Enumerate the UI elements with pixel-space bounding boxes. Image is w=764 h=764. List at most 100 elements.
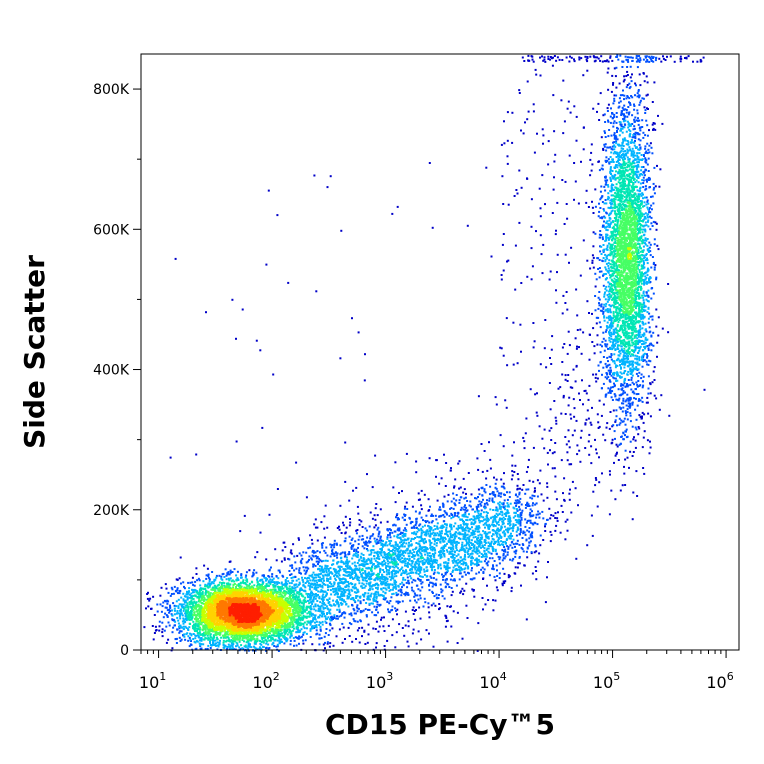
event-point <box>530 225 533 228</box>
event-point <box>613 100 616 102</box>
event-point <box>642 384 645 387</box>
event-point <box>356 529 359 531</box>
event-point <box>604 273 607 275</box>
event-point <box>502 553 505 555</box>
event-point <box>622 145 625 147</box>
event-point <box>637 433 640 436</box>
event-point <box>302 639 305 642</box>
event-point <box>616 54 619 57</box>
event-point <box>183 633 186 636</box>
event-point <box>588 433 591 436</box>
event-point <box>615 151 618 154</box>
event-point <box>402 571 405 574</box>
event-point <box>484 603 487 606</box>
event-point <box>336 527 339 529</box>
event-point <box>312 555 315 558</box>
event-point <box>501 559 504 562</box>
event-point <box>329 642 332 645</box>
event-point <box>608 331 610 334</box>
event-point <box>604 143 607 146</box>
event-point <box>427 602 430 605</box>
event-point <box>321 623 324 626</box>
event-point <box>628 406 631 409</box>
event-point <box>652 188 655 191</box>
event-point <box>608 259 611 262</box>
event-point <box>495 586 498 589</box>
event-point <box>618 101 621 104</box>
event-point <box>641 173 644 176</box>
event-point <box>444 625 447 628</box>
event-point <box>472 519 475 522</box>
event-point <box>610 90 613 93</box>
event-point <box>543 447 546 450</box>
event-point <box>319 625 322 628</box>
event-point <box>639 84 642 87</box>
event-point <box>456 515 459 517</box>
event-point <box>542 243 545 246</box>
event-point <box>468 513 470 516</box>
event-point <box>494 493 497 496</box>
event-point <box>647 349 650 351</box>
event-point <box>485 549 488 551</box>
event-point <box>445 568 448 571</box>
event-point <box>502 567 505 570</box>
event-point <box>638 73 641 76</box>
event-point <box>553 160 556 163</box>
event-point <box>404 527 407 530</box>
event-point <box>642 323 645 326</box>
event-point <box>558 58 561 61</box>
event-point <box>401 490 403 493</box>
event-point <box>394 583 397 586</box>
event-point <box>589 158 592 161</box>
event-point <box>179 617 182 620</box>
event-point <box>338 528 341 531</box>
event-point <box>596 377 599 380</box>
event-point <box>349 521 352 524</box>
event-point <box>609 388 612 391</box>
event-point <box>528 513 531 516</box>
event-point <box>604 226 606 229</box>
event-point <box>318 637 321 640</box>
event-point <box>435 597 438 600</box>
event-point <box>623 382 626 385</box>
event-point <box>420 504 423 507</box>
event-point <box>626 393 629 396</box>
event-point <box>594 285 597 288</box>
event-point <box>354 620 357 623</box>
event-point <box>457 524 460 527</box>
event-point <box>307 547 310 550</box>
event-point <box>236 570 239 573</box>
event-point <box>625 428 628 431</box>
event-point <box>646 200 649 203</box>
event-point <box>620 383 623 386</box>
event-point <box>551 212 554 214</box>
event-point <box>492 529 495 532</box>
event-point <box>461 526 464 529</box>
event-point <box>485 519 488 522</box>
event-point <box>604 439 607 442</box>
event-point <box>429 547 432 549</box>
event-point <box>287 281 290 284</box>
event-point <box>614 454 617 457</box>
event-point <box>255 571 258 574</box>
event-point <box>426 520 429 523</box>
event-point <box>389 532 391 534</box>
event-point <box>657 316 660 319</box>
event-point <box>423 533 426 536</box>
event-point <box>546 451 549 454</box>
event-point <box>604 253 607 256</box>
event-point <box>642 186 645 188</box>
event-point <box>515 504 518 507</box>
event-point <box>356 588 359 591</box>
event-point <box>625 130 628 133</box>
event-point <box>561 346 564 349</box>
event-point <box>636 361 639 364</box>
event-point <box>655 308 658 311</box>
event-point <box>235 440 238 443</box>
event-point <box>276 581 279 584</box>
event-point <box>389 588 392 591</box>
event-point <box>343 540 346 543</box>
event-point <box>534 393 537 396</box>
event-point <box>605 366 608 369</box>
event-point <box>603 248 606 251</box>
